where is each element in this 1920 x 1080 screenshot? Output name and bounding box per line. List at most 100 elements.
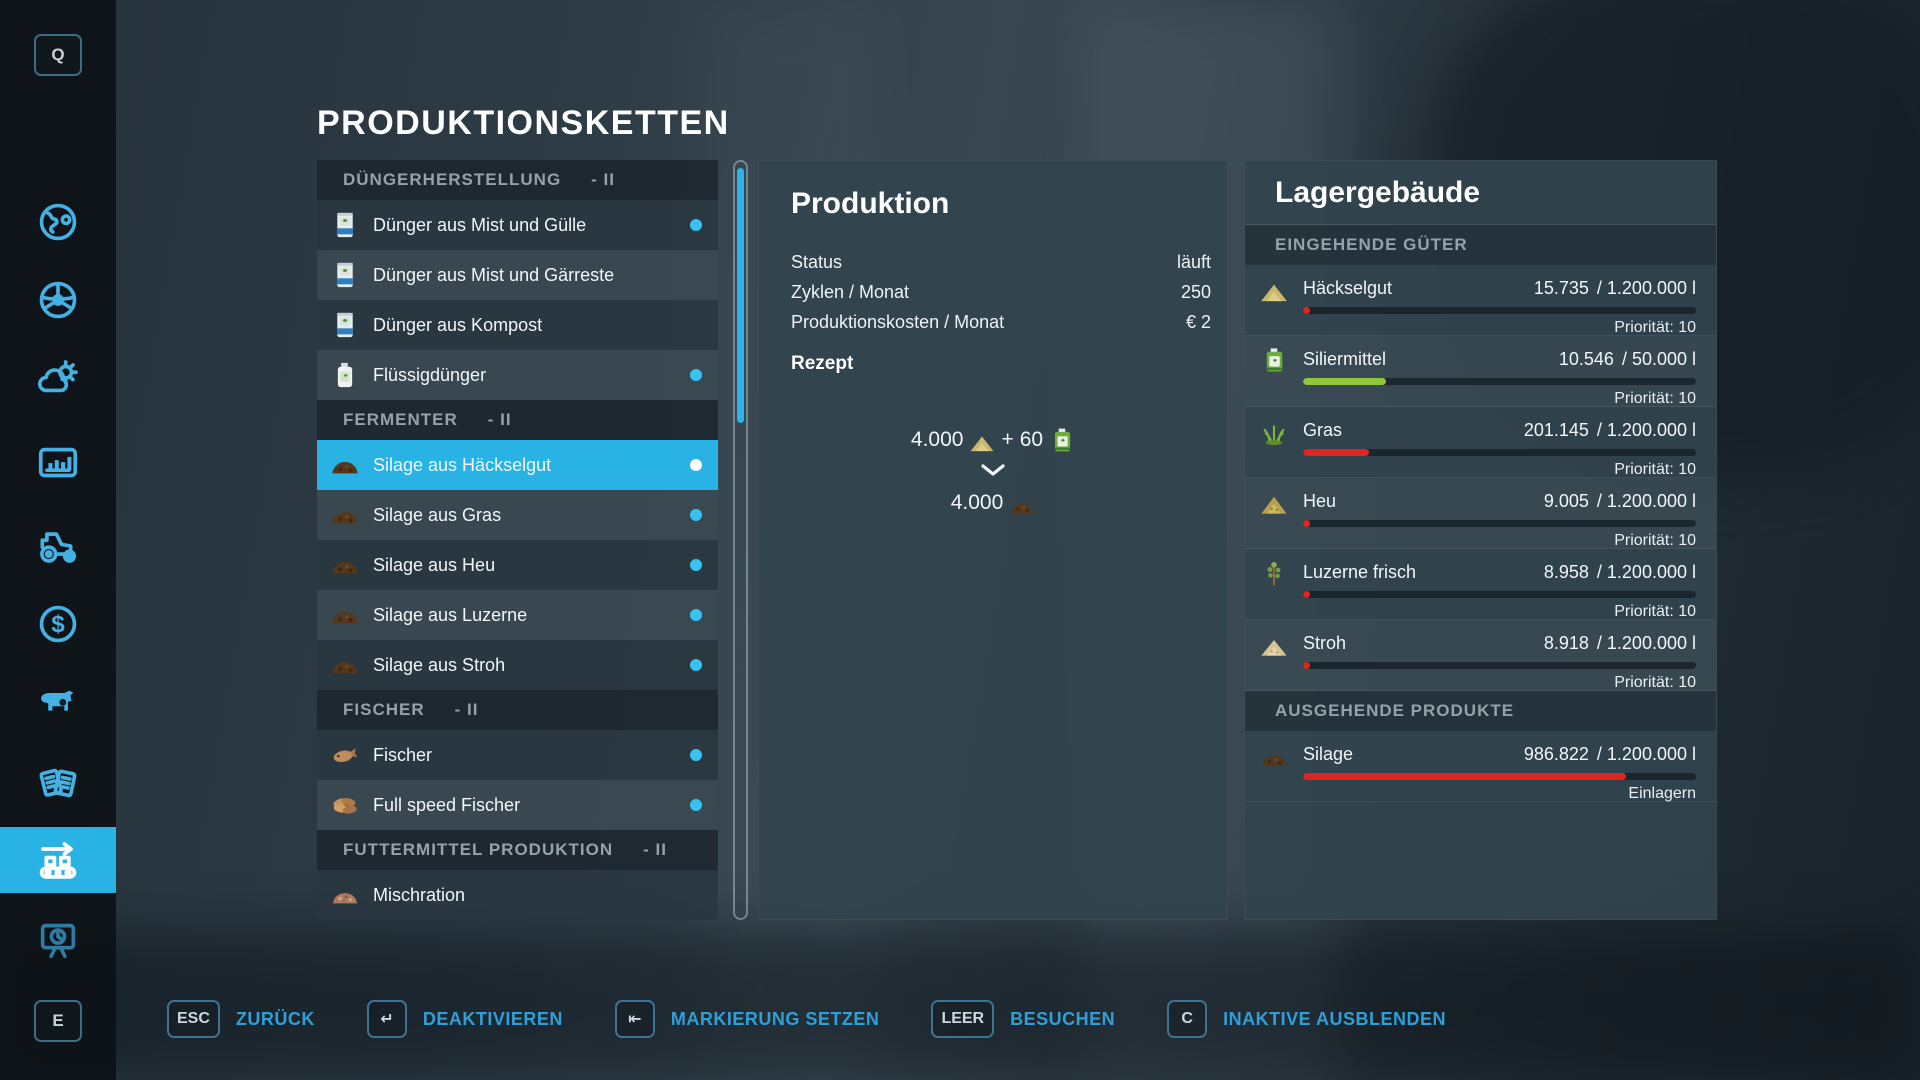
list-item[interactable]: Silage aus Luzerne bbox=[317, 590, 718, 640]
list-item[interactable]: Full speed Fischer bbox=[317, 780, 718, 830]
space-key-badge: LEER bbox=[931, 1000, 995, 1038]
sidebar-item-contracts[interactable] bbox=[0, 754, 116, 814]
active-dot bbox=[690, 559, 702, 571]
presentation-pie-icon bbox=[40, 923, 76, 959]
category-suffix: - II bbox=[454, 700, 479, 719]
list-item[interactable]: Dünger aus Mist und Gülle bbox=[317, 200, 718, 250]
fill-bar bbox=[1303, 662, 1696, 669]
list-item-selected[interactable]: Silage aus Häckselgut bbox=[317, 440, 718, 490]
priority-label: Priorität: 10 bbox=[1614, 603, 1696, 620]
storage-item[interactable]: Heu 9.005 / 1.200.000 l Priorität: 10 bbox=[1245, 478, 1716, 549]
list-item-label: Silage aus Gras bbox=[373, 504, 502, 525]
fill-bar-value bbox=[1303, 378, 1386, 385]
fill-bar-value bbox=[1303, 520, 1310, 527]
stat-value: läuft bbox=[1176, 252, 1211, 272]
list-item[interactable]: Dünger aus Mist und Gärreste bbox=[317, 250, 718, 300]
production-panel: Produktion Status läuft Zyklen / Monat 2… bbox=[758, 160, 1228, 920]
category-suffix: - II bbox=[487, 410, 512, 429]
good-fill-level: 8.918 bbox=[1543, 632, 1589, 653]
good-name: Gras bbox=[1303, 419, 1343, 440]
heu-icon bbox=[1259, 486, 1289, 516]
category-header: FISCHER - II bbox=[317, 690, 718, 730]
output-mode-label: Einlagern bbox=[1628, 785, 1696, 802]
stat-row: Zyklen / Monat 250 bbox=[791, 277, 1211, 307]
active-dot bbox=[690, 609, 702, 621]
category-suffix: - II bbox=[591, 170, 616, 189]
sidebar-item-weather[interactable] bbox=[0, 348, 116, 408]
list-item[interactable]: Mischration bbox=[317, 870, 718, 920]
fill-bar bbox=[1303, 773, 1696, 780]
sidebar-item-presentation[interactable] bbox=[0, 910, 116, 970]
category-header: DÜNGERHERSTELLUNG - II bbox=[317, 160, 718, 200]
fill-bar bbox=[1303, 307, 1696, 314]
sidebar-item-map[interactable] bbox=[0, 192, 116, 252]
category-label: FISCHER bbox=[343, 700, 425, 719]
storage-item[interactable]: Gras 201.145 / 1.200.000 l Priorität: 10 bbox=[1245, 407, 1716, 478]
sidebar-item-production-selected[interactable] bbox=[0, 827, 116, 893]
outgoing-products-header: AUSGEHENDE PRODUKTE bbox=[1245, 691, 1716, 731]
list-item-label: Silage aus Häckselgut bbox=[373, 454, 552, 475]
good-name: Heu bbox=[1303, 490, 1337, 511]
sidebar-item-garage[interactable] bbox=[0, 516, 116, 576]
list-item[interactable]: Silage aus Gras bbox=[317, 490, 718, 540]
list-item[interactable]: Fischer bbox=[317, 730, 718, 780]
scrollbar-thumb[interactable] bbox=[737, 168, 744, 423]
good-capacity: / 1.200.000 l bbox=[1596, 743, 1696, 764]
storage-item[interactable]: Silage 986.822 / 1.200.000 l Einlagern bbox=[1245, 731, 1716, 802]
silage-pile-icon bbox=[329, 447, 361, 483]
list-item[interactable]: Silage aus Heu bbox=[317, 540, 718, 590]
stroh-icon bbox=[1259, 628, 1289, 658]
stat-row: Produktionskosten / Monat € 2 bbox=[791, 307, 1211, 337]
good-capacity: / 1.200.000 l bbox=[1596, 561, 1696, 582]
hint-visit[interactable]: LEER BESUCHEN bbox=[931, 1000, 1115, 1038]
sidebar-item-animals[interactable] bbox=[0, 672, 116, 732]
stat-label: Zyklen / Monat bbox=[791, 282, 910, 302]
stat-value: 250 bbox=[1180, 282, 1211, 302]
list-item[interactable]: Flüssigdünger bbox=[317, 350, 718, 400]
key-e-badge: E bbox=[34, 1000, 82, 1042]
list-item-label: Silage aus Stroh bbox=[373, 654, 506, 675]
good-name: Häckselgut bbox=[1303, 277, 1393, 298]
storage-item[interactable]: Luzerne frisch 8.958 / 1.200.000 l Prior… bbox=[1245, 549, 1716, 620]
storage-item[interactable]: Häckselgut 15.735 / 1.200.000 l Prioritä… bbox=[1245, 265, 1716, 336]
hint-back[interactable]: ESC ZURÜCK bbox=[167, 1000, 315, 1038]
tractor-icon bbox=[40, 532, 77, 563]
category-header: FUTTERMITTEL PRODUKTION - II bbox=[317, 830, 718, 870]
cow-icon bbox=[41, 690, 74, 711]
siliermittel-icon bbox=[1259, 344, 1289, 374]
hint-deactivate[interactable]: ↵ DEAKTIVIEREN bbox=[366, 1000, 563, 1038]
hint-set-marker[interactable]: ⇤ MARKIERUNG SETZEN bbox=[614, 1000, 880, 1038]
storage-item[interactable]: Siliermittel 10.546 / 50.000 l Priorität… bbox=[1245, 336, 1716, 407]
active-dot bbox=[690, 459, 702, 471]
list-item-label: Silage aus Heu bbox=[373, 554, 496, 575]
good-name: Silage bbox=[1303, 743, 1354, 764]
sidebar: Q bbox=[0, 0, 116, 1080]
page-title: PRODUKTIONSKETTEN bbox=[317, 104, 730, 142]
sidebar-item-statistics[interactable] bbox=[0, 434, 116, 494]
hint-label: DEAKTIVIEREN bbox=[422, 1008, 563, 1029]
key-label: LEER bbox=[941, 1010, 985, 1027]
sidebar-item-vehicles[interactable] bbox=[0, 270, 116, 330]
incoming-goods-header: EINGEHENDE GÜTER bbox=[1245, 225, 1716, 265]
priority-label: Priorität: 10 bbox=[1614, 319, 1696, 336]
list-item[interactable]: Silage aus Stroh bbox=[317, 640, 718, 690]
list-item-label: Silage aus Luzerne bbox=[373, 604, 528, 625]
sidebar-item-finances[interactable]: $ bbox=[0, 594, 116, 654]
storage-item[interactable]: Stroh 8.918 / 1.200.000 l Priorität: 10 bbox=[1245, 620, 1716, 691]
chevron-down-icon bbox=[979, 463, 1007, 482]
active-dot bbox=[690, 659, 702, 671]
list-item-label: Dünger aus Kompost bbox=[373, 314, 543, 335]
list-item-label: Dünger aus Mist und Gülle bbox=[373, 214, 587, 235]
list-item[interactable]: Dünger aus Kompost bbox=[317, 300, 718, 350]
hint-hide-inactive[interactable]: C INAKTIVE AUSBLENDEN bbox=[1167, 1000, 1446, 1038]
hint-label: INAKTIVE AUSBLENDEN bbox=[1223, 1008, 1446, 1029]
hint-label: BESUCHEN bbox=[1010, 1008, 1116, 1029]
fill-bar bbox=[1303, 591, 1696, 598]
silage-pile-icon bbox=[329, 547, 361, 583]
list-item-label: Flüssigdünger bbox=[373, 364, 487, 385]
recipe-plus: + bbox=[1001, 428, 1014, 451]
fill-bar-value bbox=[1303, 307, 1310, 314]
list-scrollbar[interactable] bbox=[733, 160, 748, 920]
siliermittel-icon bbox=[1049, 427, 1075, 453]
fill-bar-value bbox=[1303, 662, 1310, 669]
